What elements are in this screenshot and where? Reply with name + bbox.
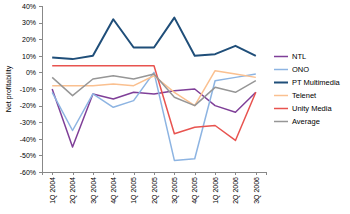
x-tick-label: 1Q 2004 bbox=[49, 177, 57, 204]
x-tick-label: 4Q 2005 bbox=[191, 177, 199, 204]
x-tick-mark bbox=[256, 172, 257, 175]
y-tick-mark bbox=[39, 39, 42, 40]
y-tick-label: -10% bbox=[20, 86, 36, 93]
legend-item: Average bbox=[274, 117, 320, 126]
y-tick-label: -60% bbox=[20, 169, 36, 176]
legend-label: PT Multimedia bbox=[292, 78, 341, 87]
legend-label: Telenet bbox=[292, 91, 317, 100]
legend-swatch bbox=[274, 56, 288, 58]
legend-swatch bbox=[274, 82, 288, 84]
x-tick-label: 3Q 2004 bbox=[90, 177, 98, 204]
y-tick-label: 10% bbox=[22, 53, 36, 60]
legend: NTL ONO PT Multimedia Telenet Unity Media Ave… bbox=[274, 52, 341, 126]
y-tick: 30% bbox=[22, 19, 42, 26]
y-tick-label: -20% bbox=[20, 102, 36, 109]
y-tick: 20% bbox=[22, 36, 42, 43]
series-line bbox=[52, 18, 256, 60]
legend-swatch bbox=[274, 108, 288, 110]
x-tick-mark bbox=[195, 172, 196, 175]
x-tick-label: 2Q 2004 bbox=[69, 177, 77, 204]
x-tick-label: 2Q 2006 bbox=[232, 177, 240, 204]
y-tick-mark bbox=[39, 106, 42, 107]
y-tick-mark bbox=[39, 155, 42, 156]
x-axis-line bbox=[43, 173, 267, 176]
legend-swatch bbox=[274, 95, 288, 97]
chart: -60% -50% -40% -30% -20% -10% 0% 10% 20% 30% 40% 1Q… bbox=[0, 0, 350, 214]
y-tick-label: -40% bbox=[20, 136, 36, 143]
x-tick-mark bbox=[73, 172, 74, 175]
y-tick-mark bbox=[39, 56, 42, 57]
y-tick: -60% bbox=[20, 169, 42, 176]
legend-label: ONO bbox=[292, 65, 309, 74]
y-tick: -50% bbox=[20, 152, 42, 159]
y-tick: 10% bbox=[22, 53, 42, 60]
y-axis-line bbox=[39, 7, 43, 173]
series-line bbox=[52, 71, 256, 106]
y-tick: -20% bbox=[20, 102, 42, 109]
y-tick: -40% bbox=[20, 136, 42, 143]
series-line bbox=[52, 74, 256, 106]
x-tick-label: 3Q 2005 bbox=[171, 177, 179, 204]
legend-item: Telenet bbox=[274, 91, 317, 100]
legend-label: NTL bbox=[292, 52, 306, 61]
y-tick-label: -30% bbox=[20, 119, 36, 126]
x-tick: 3Q 2004 bbox=[90, 172, 98, 204]
x-tick: 1Q 2005 bbox=[130, 172, 138, 204]
y-axis: -60% -50% -40% -30% -20% -10% 0% 10% 20% 30% 40% bbox=[20, 3, 43, 176]
series-line bbox=[52, 89, 256, 147]
x-tick-mark bbox=[154, 172, 155, 175]
x-tick: 4Q 2005 bbox=[191, 172, 199, 204]
y-tick: -30% bbox=[20, 119, 42, 126]
x-tick-label: 1Q 2005 bbox=[130, 177, 138, 204]
x-tick-mark bbox=[235, 172, 236, 175]
y-tick-mark bbox=[39, 23, 42, 24]
y-tick-mark bbox=[39, 6, 42, 7]
x-tick: 4Q 2004 bbox=[110, 172, 118, 204]
series-group bbox=[52, 18, 256, 161]
x-tick: 2Q 2006 bbox=[232, 172, 240, 204]
y-tick-label: 30% bbox=[22, 19, 36, 26]
y-tick-mark bbox=[39, 172, 42, 173]
x-tick-label: 1Q 2006 bbox=[212, 177, 220, 204]
plot: -60% -50% -40% -30% -20% -10% 0% 10% 20% 30% 40% 1Q… bbox=[20, 3, 267, 204]
x-tick: 3Q 2006 bbox=[253, 172, 261, 204]
x-tick: 1Q 2004 bbox=[49, 172, 57, 204]
y-tick-mark bbox=[39, 122, 42, 123]
legend-swatch bbox=[274, 121, 288, 123]
y-tick: -10% bbox=[20, 86, 42, 93]
x-tick: 2Q 2005 bbox=[151, 172, 159, 204]
x-tick: 2Q 2004 bbox=[69, 172, 77, 204]
y-tick-label: 0% bbox=[26, 69, 36, 76]
legend-label: Unity Media bbox=[292, 104, 332, 113]
x-tick-mark bbox=[174, 172, 175, 175]
x-tick: 3Q 2005 bbox=[171, 172, 179, 204]
legend-label: Average bbox=[292, 117, 320, 126]
x-tick: 1Q 2006 bbox=[212, 172, 220, 204]
x-tick-mark bbox=[52, 172, 53, 175]
y-tick: 0% bbox=[26, 69, 42, 76]
x-tick-mark bbox=[93, 172, 94, 175]
y-tick-label: 40% bbox=[22, 3, 36, 10]
y-axis-title: Net profitability bbox=[5, 65, 13, 112]
y-tick-mark bbox=[39, 72, 42, 73]
x-tick-label: 4Q 2004 bbox=[110, 177, 118, 204]
legend-item: PT Multimedia bbox=[274, 78, 341, 87]
series-line bbox=[52, 66, 256, 141]
y-tick-mark bbox=[39, 89, 42, 90]
x-tick-label: 2Q 2005 bbox=[151, 177, 159, 204]
x-tick-mark bbox=[215, 172, 216, 175]
y-tick-label: 20% bbox=[22, 36, 36, 43]
legend-item: ONO bbox=[274, 65, 309, 74]
legend-swatch bbox=[274, 69, 288, 71]
y-tick: 40% bbox=[22, 3, 42, 10]
y-tick-mark bbox=[39, 139, 42, 140]
x-axis: 1Q 2004 2Q 2004 3Q 2004 4Q 2004 1Q 2005 2Q 20… bbox=[43, 172, 267, 204]
x-tick-label: 3Q 2006 bbox=[253, 177, 261, 204]
x-tick-mark bbox=[134, 172, 135, 175]
legend-item: Unity Media bbox=[274, 104, 332, 113]
legend-item: NTL bbox=[274, 52, 306, 61]
x-tick-mark bbox=[113, 172, 114, 175]
y-tick-label: -50% bbox=[20, 152, 36, 159]
